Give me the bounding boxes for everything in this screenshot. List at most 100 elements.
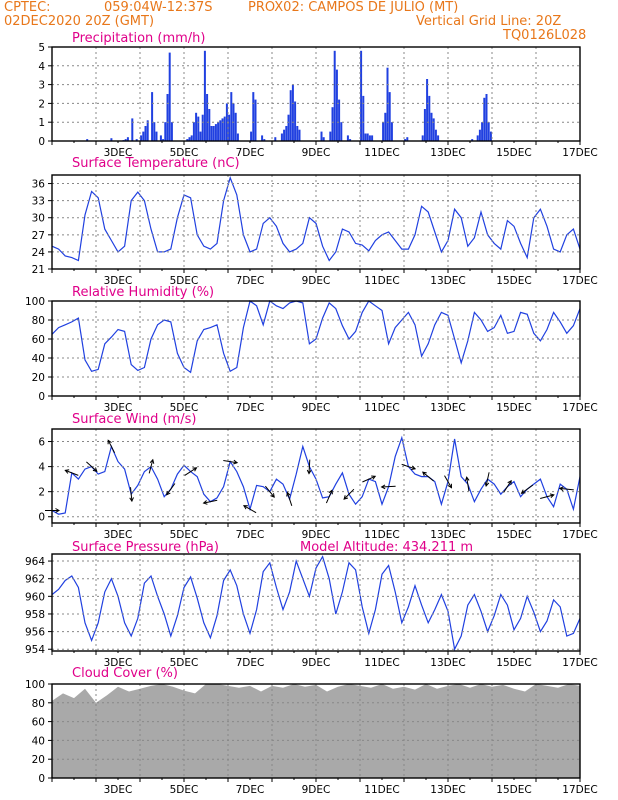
precipitation-bar-20 [186,139,189,141]
precipitation-bar-56 [294,101,297,141]
precipitation-bar-84 [426,79,429,141]
precipitation-bar-5 [131,118,134,141]
humidity-ytick-label: 80 [32,315,45,327]
precipitation-bar-24 [195,112,198,141]
wind-xtick-label: 11DEC [364,529,399,541]
precipitation-title: Precipitation (mm/h) [72,31,205,46]
precipitation-bar-46 [254,99,257,141]
wind-arrow-head [64,469,70,474]
precipitation-bar-53 [287,114,290,141]
wind-ytick-label: 6 [38,437,45,449]
precipitation-bar-88 [434,129,437,141]
precipitation-ytick-label: 4 [38,61,45,73]
precipitation-bar-3 [124,139,127,141]
precipitation-bar-77 [386,67,389,141]
wind-arrow-head [507,479,512,485]
wind-arrow-head [328,489,333,495]
precipitation-bar-80 [404,139,407,141]
pressure-ytick-label: 962 [25,574,45,586]
wind-arrow-head [411,465,417,470]
precipitation-bar-42 [234,112,237,141]
pressure-ytick-label: 960 [25,591,45,603]
temperature-ytick-label: 21 [32,264,45,276]
precipitation-bar-27 [201,114,204,141]
humidity-xtick-label: 11DEC [364,402,399,414]
wind-arrow [521,484,534,494]
humidity-ytick-label: 60 [32,334,45,346]
wind-arrow-head [233,459,239,465]
precipitation-bar-35 [219,120,222,141]
precipitation-bar-55 [291,84,294,141]
humidity-xtick-label: 15DEC [496,402,531,414]
wind-arrow [265,485,275,498]
wind-title: Surface Wind (m/s) [72,412,196,427]
temperature-xtick-label: 9DEC [302,275,331,287]
precipitation-bar-51 [283,129,286,141]
precipitation-panel: Precipitation (mm/h) 0 1 2 3 4 5 3DEC 5DEC 7DEC 9D… [38,31,597,159]
precipitation-xtick-label: 15DEC [496,147,531,159]
precipitation-bar-70 [362,95,365,141]
temperature-xtick-label: 13DEC [430,275,465,287]
cloud-cover-ytick-label: 100 [25,679,45,691]
humidity-ytick-label: 0 [38,391,45,403]
temperature-ytick-label: 33 [32,196,45,208]
precipitation-bar-83 [423,109,426,141]
cloud-cover-ytick-label: 0 [38,773,45,785]
wind-arrow-head [129,497,134,503]
cloud-cover-ytick-label: 60 [32,717,45,729]
temperature-ytick-label: 36 [32,179,46,191]
precipitation-bar-89 [437,135,440,141]
precipitation-bar-81 [406,137,409,141]
precipitation-bar-59 [320,131,323,141]
precipitation-bar-48 [263,139,266,141]
precipitation-bar-21 [188,137,191,141]
wind-arrow-head [371,475,377,480]
precipitation-bar-68 [349,139,352,141]
wind-arrow-head [192,467,198,472]
precipitation-ytick-label: 5 [38,42,45,54]
precipitation-bar-31 [210,126,213,141]
precipitation-bar-97 [489,131,492,141]
precipitation-bar-14 [159,135,162,141]
wind-arrow [559,487,574,491]
precipitation-bar-36 [221,118,224,141]
wind-arrow [203,499,218,504]
precipitation-bar-78 [388,92,391,141]
pressure-xtick-label: 15DEC [496,657,531,669]
precipitation-bar-50 [280,133,283,141]
precipitation-bar-38 [225,103,228,141]
humidity-xtick-label: 3DEC [104,402,133,414]
precipitation-xtick-label: 5DEC [170,147,199,159]
precipitation-bar-64 [335,69,338,141]
wind-panel: Surface Wind (m/s) 0 2 4 6 3DEC 5DEC 7DEC 9DEC 11… [38,412,597,541]
wind-arrow [65,469,79,476]
cloud-cover-xtick-label: 13DEC [430,784,465,796]
wind-arrow [503,480,512,493]
wind-arrow-head [464,476,470,482]
precipitation-bar-82 [421,135,424,141]
precipitation-bar-26 [199,131,202,141]
cloud-cover-title: Cloud Cover (%) [72,666,178,681]
cloud-cover-xtick-label: 15DEC [496,784,531,796]
cloud-cover-ytick-label: 40 [32,735,45,747]
precipitation-bar-37 [223,116,226,141]
precipitation-bar-95 [485,94,488,141]
precipitation-bar-57 [296,126,299,141]
precipitation-bar-19 [170,122,173,141]
wind-arrow [540,494,554,499]
wind-arrow-head [484,481,490,488]
wind-xtick-label: 7DEC [236,529,265,541]
precipitation-bar-58 [298,129,301,141]
pressure-title: Surface Pressure (hPa) [72,540,219,555]
cloud-cover-xtick-label: 17DEC [562,784,597,796]
wind-arrow [485,472,490,487]
precipitation-bar-7 [140,135,143,141]
precipitation-xtick-label: 13DEC [430,147,465,159]
wind-arrow-head [306,469,312,475]
precipitation-bar-87 [432,118,435,141]
precipitation-bar-86 [430,112,433,141]
precipitation-bar-66 [340,122,343,141]
wind-arrow-head [107,439,112,445]
wind-ytick-label: 0 [38,512,45,524]
